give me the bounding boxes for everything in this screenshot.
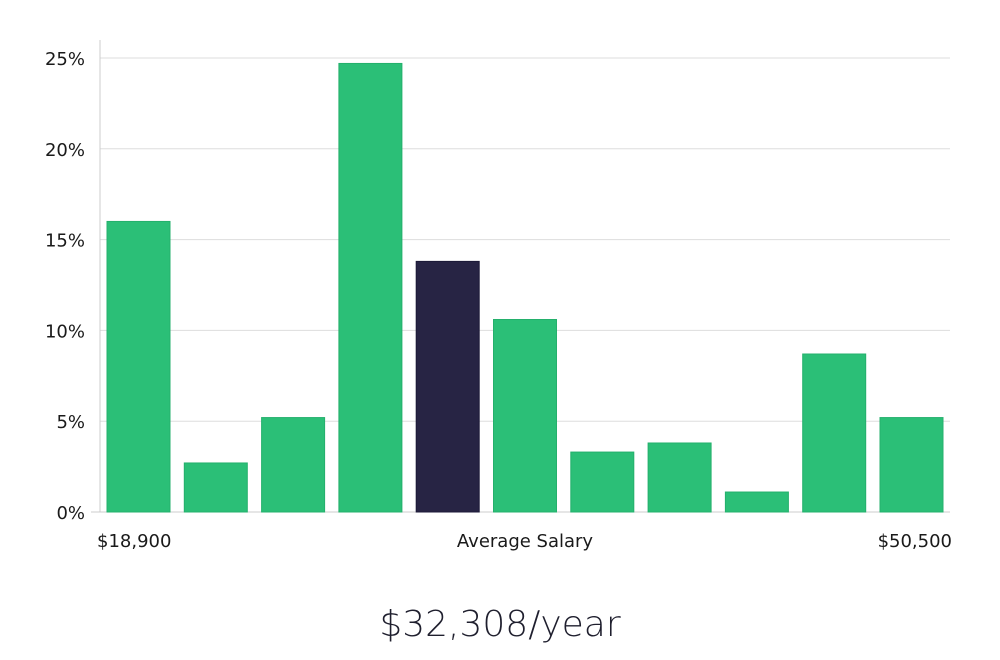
x-axis-max-label: $50,500 <box>878 531 952 552</box>
y-tick-label: 15% <box>45 231 85 252</box>
bar <box>724 491 789 513</box>
salary-distribution-chart: 0%5%10%15%20%25% $18,900 Average Salary … <box>45 40 952 552</box>
bar <box>879 417 944 513</box>
bar <box>493 319 557 513</box>
bar <box>570 451 635 513</box>
y-tick-label: 20% <box>45 140 85 161</box>
bar <box>802 353 867 513</box>
bar-highlighted <box>415 260 480 513</box>
bar <box>261 417 326 513</box>
bar <box>338 62 403 513</box>
y-tick-label: 25% <box>45 49 85 70</box>
y-axis-tick-labels: 0% 5% 10% 15% 20% 25% <box>45 49 85 524</box>
y-tick-label: 0% <box>56 503 85 524</box>
x-axis-title: Average Salary <box>457 531 594 552</box>
average-salary-value: $32,308/year <box>379 604 621 645</box>
bar <box>647 442 712 513</box>
bar <box>106 220 171 513</box>
bar <box>183 462 248 513</box>
x-axis-min-label: $18,900 <box>97 531 171 552</box>
y-tick-label: 5% <box>56 412 85 433</box>
y-tick-label: 10% <box>45 321 85 342</box>
bars <box>106 62 944 513</box>
